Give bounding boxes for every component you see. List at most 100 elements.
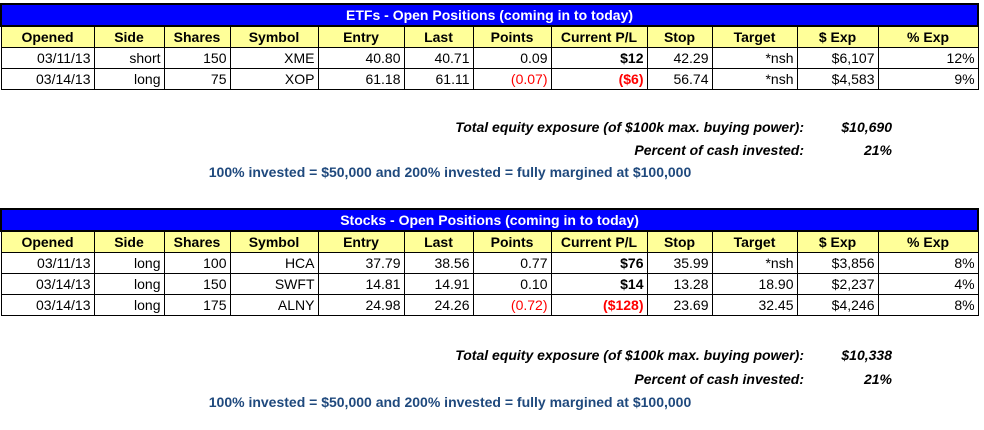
cell-percent-exp: 9% [877,67,979,90]
cell-stop: 23.69 [646,293,713,316]
header-percent-exp: % Exp [877,230,979,253]
etf-title-row: ETFs - Open Positions (coming in to toda… [0,3,980,27]
header-target: Target [711,25,798,48]
cell-last: 61.11 [403,67,474,90]
header-current-pl: Current P/L [550,230,648,253]
cell-opened: 03/11/13 [0,251,95,274]
cell-opened: 03/14/13 [0,67,95,90]
cell-dollar-exp: $4,246 [796,293,879,316]
header-shares: Shares [163,25,231,48]
cell-opened: 03/14/13 [0,272,95,295]
header-symbol: Symbol [229,230,319,253]
header-stop: Stop [646,230,713,253]
stock-exposure-label: Total equity exposure (of $100k max. buy… [455,347,804,363]
cell-dollar-exp: $6,107 [796,46,879,69]
cell-points: (0.07) [472,67,552,90]
etf-percent-label: Percent of cash invested: [634,142,804,158]
table-row: 03/14/13 long 75 XOP 61.18 61.11 (0.07) … [0,67,979,90]
cell-percent-exp: 8% [877,251,979,274]
header-points: Points [472,25,552,48]
header-symbol: Symbol [229,25,319,48]
etf-title: ETFs - Open Positions (coming in to toda… [0,3,980,27]
cell-entry: 14.81 [317,272,405,295]
cell-stop: 35.99 [646,251,713,274]
cell-stop: 13.28 [646,272,713,295]
header-target: Target [711,230,798,253]
cell-stop: 56.74 [646,67,713,90]
cell-shares: 75 [163,67,231,90]
etf-positions-table: ETFs - Open Positions (coming in to toda… [0,3,980,90]
cell-percent-exp: 4% [877,272,979,295]
cell-side: long [93,272,165,295]
header-dollar-exp: $ Exp [796,25,879,48]
cell-symbol: XOP [229,67,319,90]
etf-percent-value: 21% [863,142,892,158]
cell-shares: 175 [163,293,231,316]
stock-percent-line: Percent of cash invested: 21% [0,371,984,391]
cell-shares: 150 [163,46,231,69]
cell-side: long [93,67,165,90]
cell-target: *nsh [711,251,798,274]
table-row: 03/14/13 long 175 ALNY 24.98 24.26 (0.72… [0,293,979,316]
cell-shares: 100 [163,251,231,274]
cell-points: (0.72) [472,293,552,316]
cell-symbol: ALNY [229,293,319,316]
stock-title: Stocks - Open Positions (coming in to to… [0,208,980,232]
cell-side: long [93,293,165,316]
cell-target: *nsh [711,46,798,69]
header-last: Last [403,230,474,253]
header-shares: Shares [163,230,231,253]
stock-percent-value: 21% [863,371,892,387]
stock-exposure-line: Total equity exposure (of $100k max. buy… [0,347,984,367]
cell-percent-exp: 8% [877,293,979,316]
header-side: Side [93,230,165,253]
cell-current-pl: $14 [550,272,648,295]
header-dollar-exp: $ Exp [796,230,879,253]
etf-exposure-label: Total equity exposure (of $100k max. buy… [455,119,804,135]
header-last: Last [403,25,474,48]
cell-current-pl: $76 [550,251,648,274]
cell-points: 0.09 [472,46,552,69]
etf-percent-line: Percent of cash invested: 21% [0,142,984,162]
header-stop: Stop [646,25,713,48]
header-entry: Entry [317,230,405,253]
cell-target: 18.90 [711,272,798,295]
stock-positions-table: Stocks - Open Positions (coming in to to… [0,208,980,316]
cell-side: short [93,46,165,69]
cell-target: *nsh [711,67,798,90]
header-current-pl: Current P/L [550,25,648,48]
header-percent-exp: % Exp [877,25,979,48]
etf-exposure-line: Total equity exposure (of $100k max. buy… [0,119,984,139]
header-entry: Entry [317,25,405,48]
cell-points: 0.10 [472,272,552,295]
cell-current-pl: ($6) [550,67,648,90]
header-side: Side [93,25,165,48]
cell-symbol: HCA [229,251,319,274]
cell-entry: 37.79 [317,251,405,274]
cell-entry: 61.18 [317,67,405,90]
stock-invested-note: 100% invested = $50,000 and 200% investe… [208,394,692,410]
cell-entry: 40.80 [317,46,405,69]
header-opened: Opened [0,25,95,48]
cell-entry: 24.98 [317,293,405,316]
header-points: Points [472,230,552,253]
etf-invested-note: 100% invested = $50,000 and 200% investe… [208,164,692,180]
table-row: 03/11/13 short 150 XME 40.80 40.71 0.09 … [0,46,979,69]
cell-last: 40.71 [403,46,474,69]
cell-last: 38.56 [403,251,474,274]
cell-stop: 42.29 [646,46,713,69]
cell-side: long [93,251,165,274]
cell-opened: 03/14/13 [0,293,95,316]
etf-header-row: Opened Side Shares Symbol Entry Last Poi… [0,25,979,48]
stock-percent-label: Percent of cash invested: [634,371,804,387]
cell-dollar-exp: $4,583 [796,67,879,90]
stock-header-row: Opened Side Shares Symbol Entry Last Poi… [0,230,979,253]
cell-shares: 150 [163,272,231,295]
cell-points: 0.77 [472,251,552,274]
cell-current-pl: $12 [550,46,648,69]
cell-last: 24.26 [403,293,474,316]
cell-dollar-exp: $3,856 [796,251,879,274]
cell-dollar-exp: $2,237 [796,272,879,295]
stock-exposure-value: $10,338 [841,347,892,363]
table-row: 03/11/13 long 100 HCA 37.79 38.56 0.77 $… [0,251,979,274]
